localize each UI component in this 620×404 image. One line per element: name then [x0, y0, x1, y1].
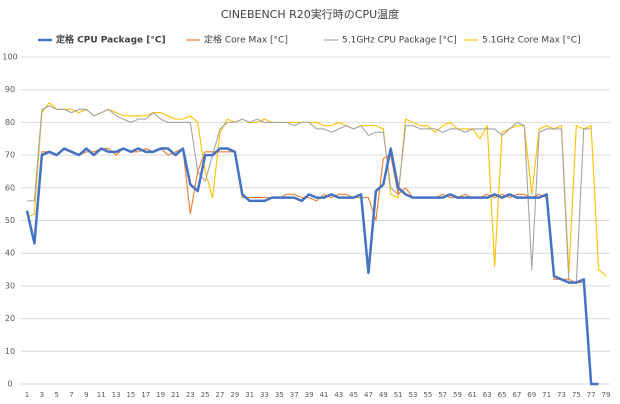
y-tick-label: 50: [5, 216, 15, 225]
x-tick-label: 55: [423, 391, 432, 399]
legend-label: 5.1GHz CPU Package [°C]: [342, 36, 457, 46]
x-tick-label: 65: [498, 391, 507, 399]
x-tick-label: 53: [409, 391, 418, 399]
x-tick-label: 75: [572, 391, 581, 399]
x-tick-label: 73: [557, 391, 566, 399]
x-tick-label: 13: [112, 391, 121, 399]
x-tick-label: 77: [587, 391, 596, 399]
y-tick-label: 10: [5, 347, 15, 356]
y-tick-label: 70: [5, 151, 15, 160]
y-tick-label: 90: [5, 85, 15, 94]
legend-label: 定格 CPU Package [°C]: [55, 34, 166, 46]
x-tick-label: 57: [438, 391, 447, 399]
x-tick-label: 15: [126, 391, 135, 399]
x-tick-label: 59: [453, 391, 462, 399]
x-tick-label: 71: [542, 391, 551, 399]
y-tick-label: 40: [5, 249, 15, 258]
x-tick-label: 49: [379, 391, 388, 399]
y-tick-label: 100: [2, 53, 17, 62]
legend-label: 定格 Core Max [°C]: [204, 34, 288, 46]
x-tick-label: 1: [25, 391, 29, 399]
y-tick-label: 0: [7, 380, 12, 389]
x-tick-label: 67: [512, 391, 521, 399]
x-tick-label: 69: [527, 391, 536, 399]
y-tick-label: 30: [5, 281, 15, 290]
x-tick-label: 37: [290, 391, 299, 399]
y-tick-label: 60: [5, 183, 15, 192]
series-line: [25, 147, 599, 386]
x-tick-label: 19: [156, 391, 165, 399]
x-tick-label: 5: [54, 391, 58, 399]
x-tick-label: 79: [602, 391, 611, 399]
x-tick-label: 35: [275, 391, 284, 399]
x-tick-label: 31: [245, 391, 254, 399]
legend-label: 5.1GHz Core Max [°C]: [482, 36, 581, 46]
x-tick-label: 7: [69, 391, 73, 399]
x-tick-label: 21: [171, 391, 180, 399]
x-tick-label: 23: [186, 391, 195, 399]
x-tick-label: 33: [260, 391, 269, 399]
x-tick-label: 39: [305, 391, 314, 399]
chart-title: CINEBENCH R20実行時のCPU温度: [221, 7, 399, 21]
x-tick-label: 29: [230, 391, 239, 399]
x-tick-label: 11: [97, 391, 106, 399]
x-tick-label: 63: [483, 391, 492, 399]
series-line: [27, 105, 592, 284]
x-tick-label: 61: [468, 391, 477, 399]
x-tick-label: 27: [216, 391, 225, 399]
x-tick-label: 43: [334, 391, 343, 399]
x-tick-label: 3: [40, 391, 44, 399]
x-tick-label: 17: [141, 391, 150, 399]
x-tick-label: 51: [394, 391, 403, 399]
x-tick-label: 41: [319, 391, 328, 399]
y-tick-label: 20: [5, 314, 15, 323]
x-tick-label: 25: [201, 391, 210, 399]
y-tick-label: 80: [5, 118, 15, 127]
x-tick-label: 47: [364, 391, 373, 399]
x-tick-label: 9: [84, 391, 88, 399]
x-tick-label: 45: [349, 391, 358, 399]
